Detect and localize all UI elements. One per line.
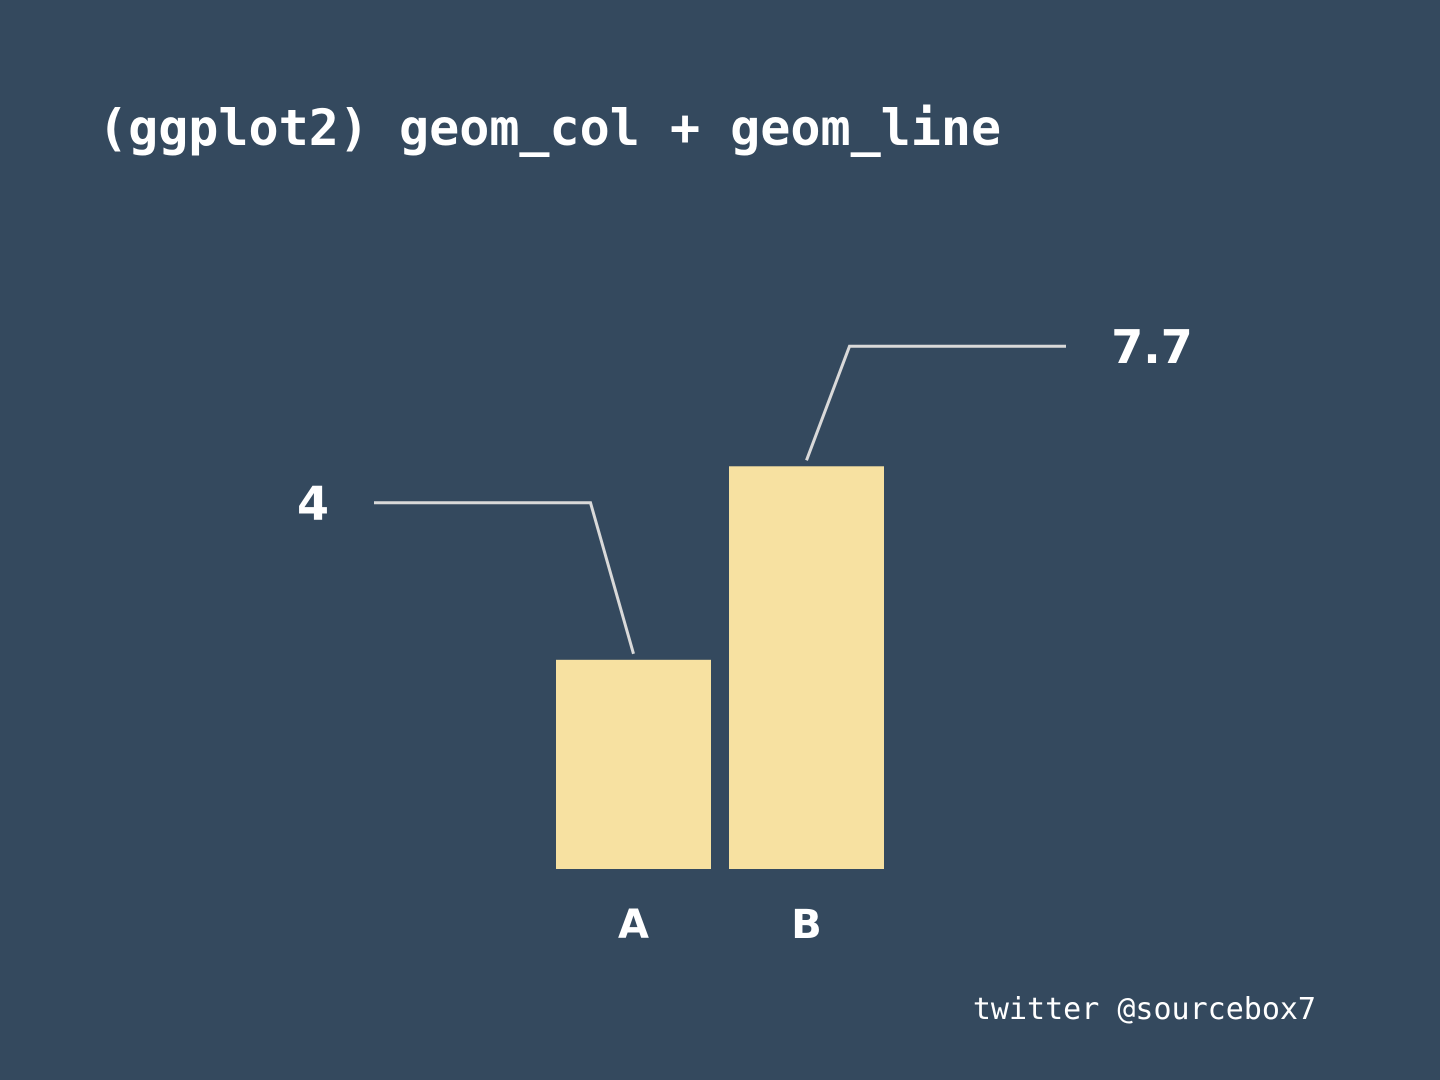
leader-line-b xyxy=(805,344,1066,461)
data-label-a: 4 xyxy=(297,476,329,530)
chart-title: (ggplot2) geom_col + geom_line xyxy=(98,99,1002,157)
bar-a xyxy=(556,659,711,869)
leader-line-a xyxy=(374,501,635,655)
x-tick-label-b: B xyxy=(791,902,822,948)
caption-credit: twitter @sourcebox7 xyxy=(972,992,1316,1027)
bar-b xyxy=(729,466,884,869)
x-tick-label-a: A xyxy=(618,902,649,948)
data-label-b: 7.7 xyxy=(1111,320,1193,374)
